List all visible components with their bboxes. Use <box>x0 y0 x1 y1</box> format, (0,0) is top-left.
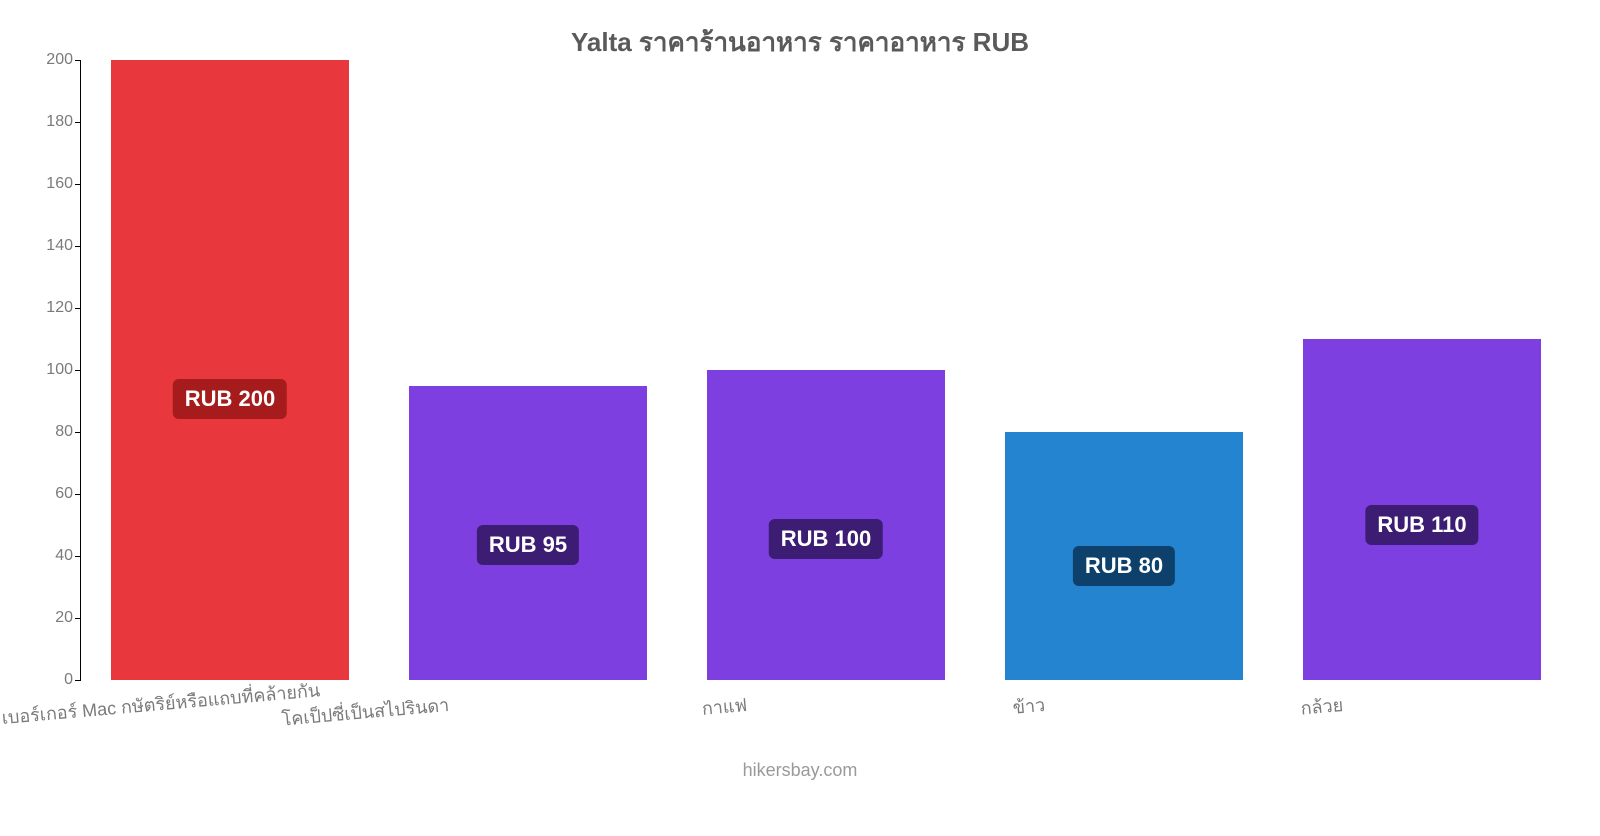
price-bar-chart: Yalta ราคาร้านอาหาร ราคาอาหาร RUB 0 20 40 6… <box>0 0 1600 800</box>
chart-title: Yalta ราคาร้านอาหาร ราคาอาหาร RUB <box>0 22 1600 63</box>
ytick-label: 100 <box>46 361 81 379</box>
ytick-label: 0 <box>64 671 81 689</box>
bar-value-badge: RUB 100 <box>769 519 883 559</box>
bar-value-badge: RUB 80 <box>1073 546 1175 586</box>
ytick-label: 80 <box>55 423 81 441</box>
ytick-label: 60 <box>55 485 81 503</box>
bar-value-badge: RUB 110 <box>1365 505 1478 545</box>
ytick-label: 200 <box>46 51 81 69</box>
ytick-label: 180 <box>46 113 81 131</box>
ytick-label: 120 <box>46 299 81 317</box>
ytick-label: 160 <box>46 175 81 193</box>
bar-value-badge: RUB 200 <box>173 379 287 419</box>
ytick-label: 140 <box>46 237 81 255</box>
ytick-label: 20 <box>55 609 81 627</box>
bar <box>111 60 349 680</box>
plot-area: 020406080100120140160180200RUB 200RUB 95… <box>80 60 1570 680</box>
attribution-text: hikersbay.com <box>0 760 1600 781</box>
ytick-label: 40 <box>55 547 81 565</box>
bar-value-badge: RUB 95 <box>477 525 579 565</box>
